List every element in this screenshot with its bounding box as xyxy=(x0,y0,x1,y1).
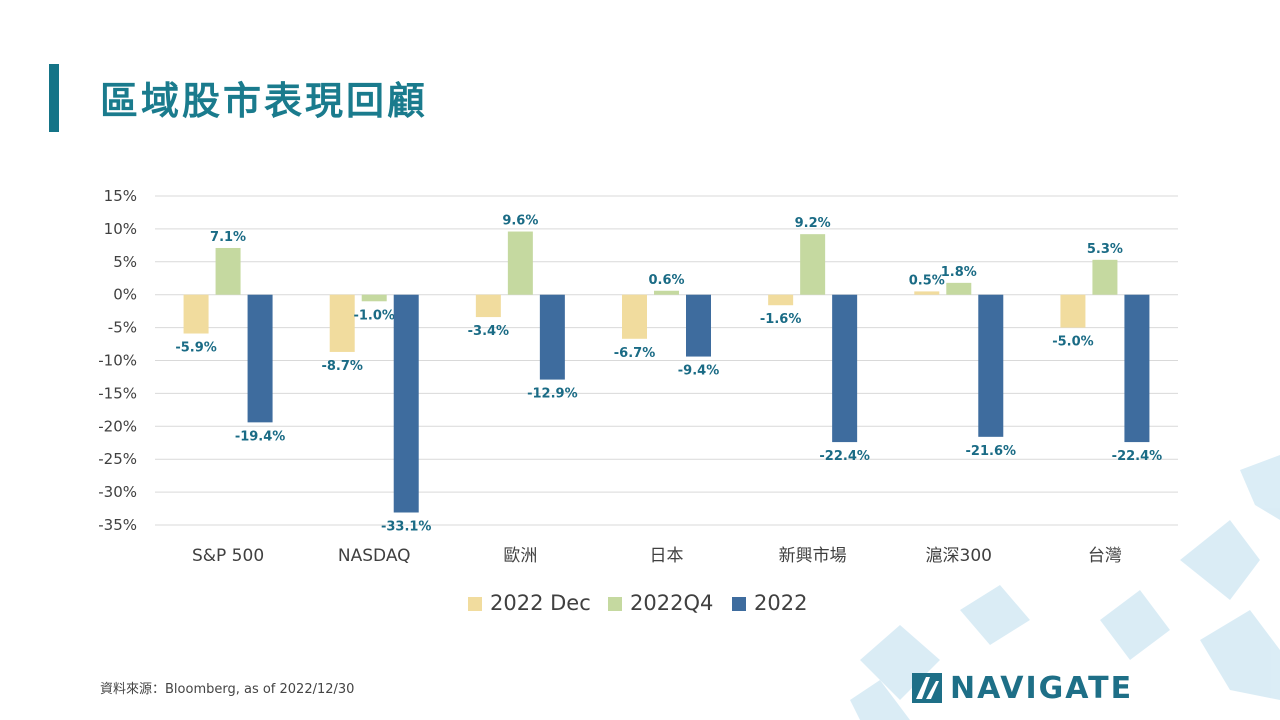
y-tick-label: -30% xyxy=(98,483,137,501)
data-label: 1.8% xyxy=(941,265,977,280)
data-label: -22.4% xyxy=(1112,449,1163,464)
bar xyxy=(946,282,972,295)
data-label: -9.4% xyxy=(678,364,719,379)
bar xyxy=(800,234,826,295)
legend-label: 2022 xyxy=(754,591,807,615)
data-label: 9.2% xyxy=(795,216,831,231)
y-tick-label: 10% xyxy=(104,220,137,238)
legend-label: 2022 Dec xyxy=(490,591,591,615)
bar xyxy=(475,294,501,318)
bar xyxy=(832,294,858,443)
bar xyxy=(1092,259,1118,295)
bar xyxy=(1124,294,1150,443)
title-accent-bar xyxy=(49,64,59,132)
y-tick-label: 5% xyxy=(113,253,137,271)
x-tick-label: 滬深300 xyxy=(926,546,992,566)
x-tick-label: S&P 500 xyxy=(192,546,264,566)
bar xyxy=(507,231,533,295)
bar xyxy=(247,294,273,423)
y-tick-label: -20% xyxy=(98,417,137,435)
page-title: 區域股市表現回顧 xyxy=(100,79,429,123)
navigate-logo: NAVIGATE xyxy=(912,668,1133,708)
data-label: -5.9% xyxy=(175,341,216,356)
data-label: 7.1% xyxy=(210,230,246,245)
bar xyxy=(361,294,387,302)
bar xyxy=(622,294,647,339)
source-note: 資料來源：Bloomberg, as of 2022/12/30 xyxy=(100,682,355,697)
bar xyxy=(215,247,241,295)
bar xyxy=(978,294,1004,437)
x-tick-label: 台灣 xyxy=(1088,546,1122,566)
data-label: -5.0% xyxy=(1052,335,1093,350)
x-tick-label: 新興市場 xyxy=(779,546,847,566)
y-tick-label: -15% xyxy=(98,384,137,402)
bar xyxy=(686,294,711,357)
bar xyxy=(654,290,679,295)
x-tick-label: NASDAQ xyxy=(338,546,411,566)
data-label: -6.7% xyxy=(614,346,655,361)
bar xyxy=(1060,294,1086,328)
data-label: 5.3% xyxy=(1087,242,1123,257)
bar xyxy=(914,291,940,295)
navigate-logo-icon xyxy=(912,673,942,703)
legend-swatch xyxy=(732,597,746,611)
data-label: 0.6% xyxy=(648,273,684,288)
bar xyxy=(768,294,794,306)
data-label: -1.0% xyxy=(353,308,394,323)
y-tick-label: -25% xyxy=(98,450,137,468)
data-label: -12.9% xyxy=(527,387,578,402)
bar-chart: 15% 10% 5% 0% -5% -10% -15% -20% -25% -30% -35% -5.… xyxy=(98,187,1178,615)
data-label: -8.7% xyxy=(321,359,362,374)
data-label: -3.4% xyxy=(468,324,509,339)
data-label: -21.6% xyxy=(966,444,1017,459)
bar xyxy=(183,294,209,334)
data-label: 0.5% xyxy=(909,273,945,288)
y-tick-label: 15% xyxy=(104,187,137,205)
bar xyxy=(393,294,419,513)
bar xyxy=(329,294,355,352)
data-label: -1.6% xyxy=(760,312,801,327)
y-tick-label: -10% xyxy=(98,352,137,370)
logo-text: NAVIGATE xyxy=(950,670,1134,706)
y-tick-label: 0% xyxy=(113,286,137,304)
y-tick-label: -35% xyxy=(98,516,137,534)
x-tick-label: 日本 xyxy=(650,546,684,566)
data-label: 9.6% xyxy=(502,214,538,229)
data-label: -19.4% xyxy=(235,429,286,444)
bar xyxy=(539,294,565,380)
y-tick-label: -5% xyxy=(108,319,137,337)
data-label: -33.1% xyxy=(381,519,432,534)
legend-swatch xyxy=(468,597,482,611)
legend-swatch xyxy=(608,597,622,611)
data-label: -22.4% xyxy=(819,449,870,464)
legend-label: 2022Q4 xyxy=(630,591,713,615)
x-tick-label: 歐洲 xyxy=(503,546,537,566)
